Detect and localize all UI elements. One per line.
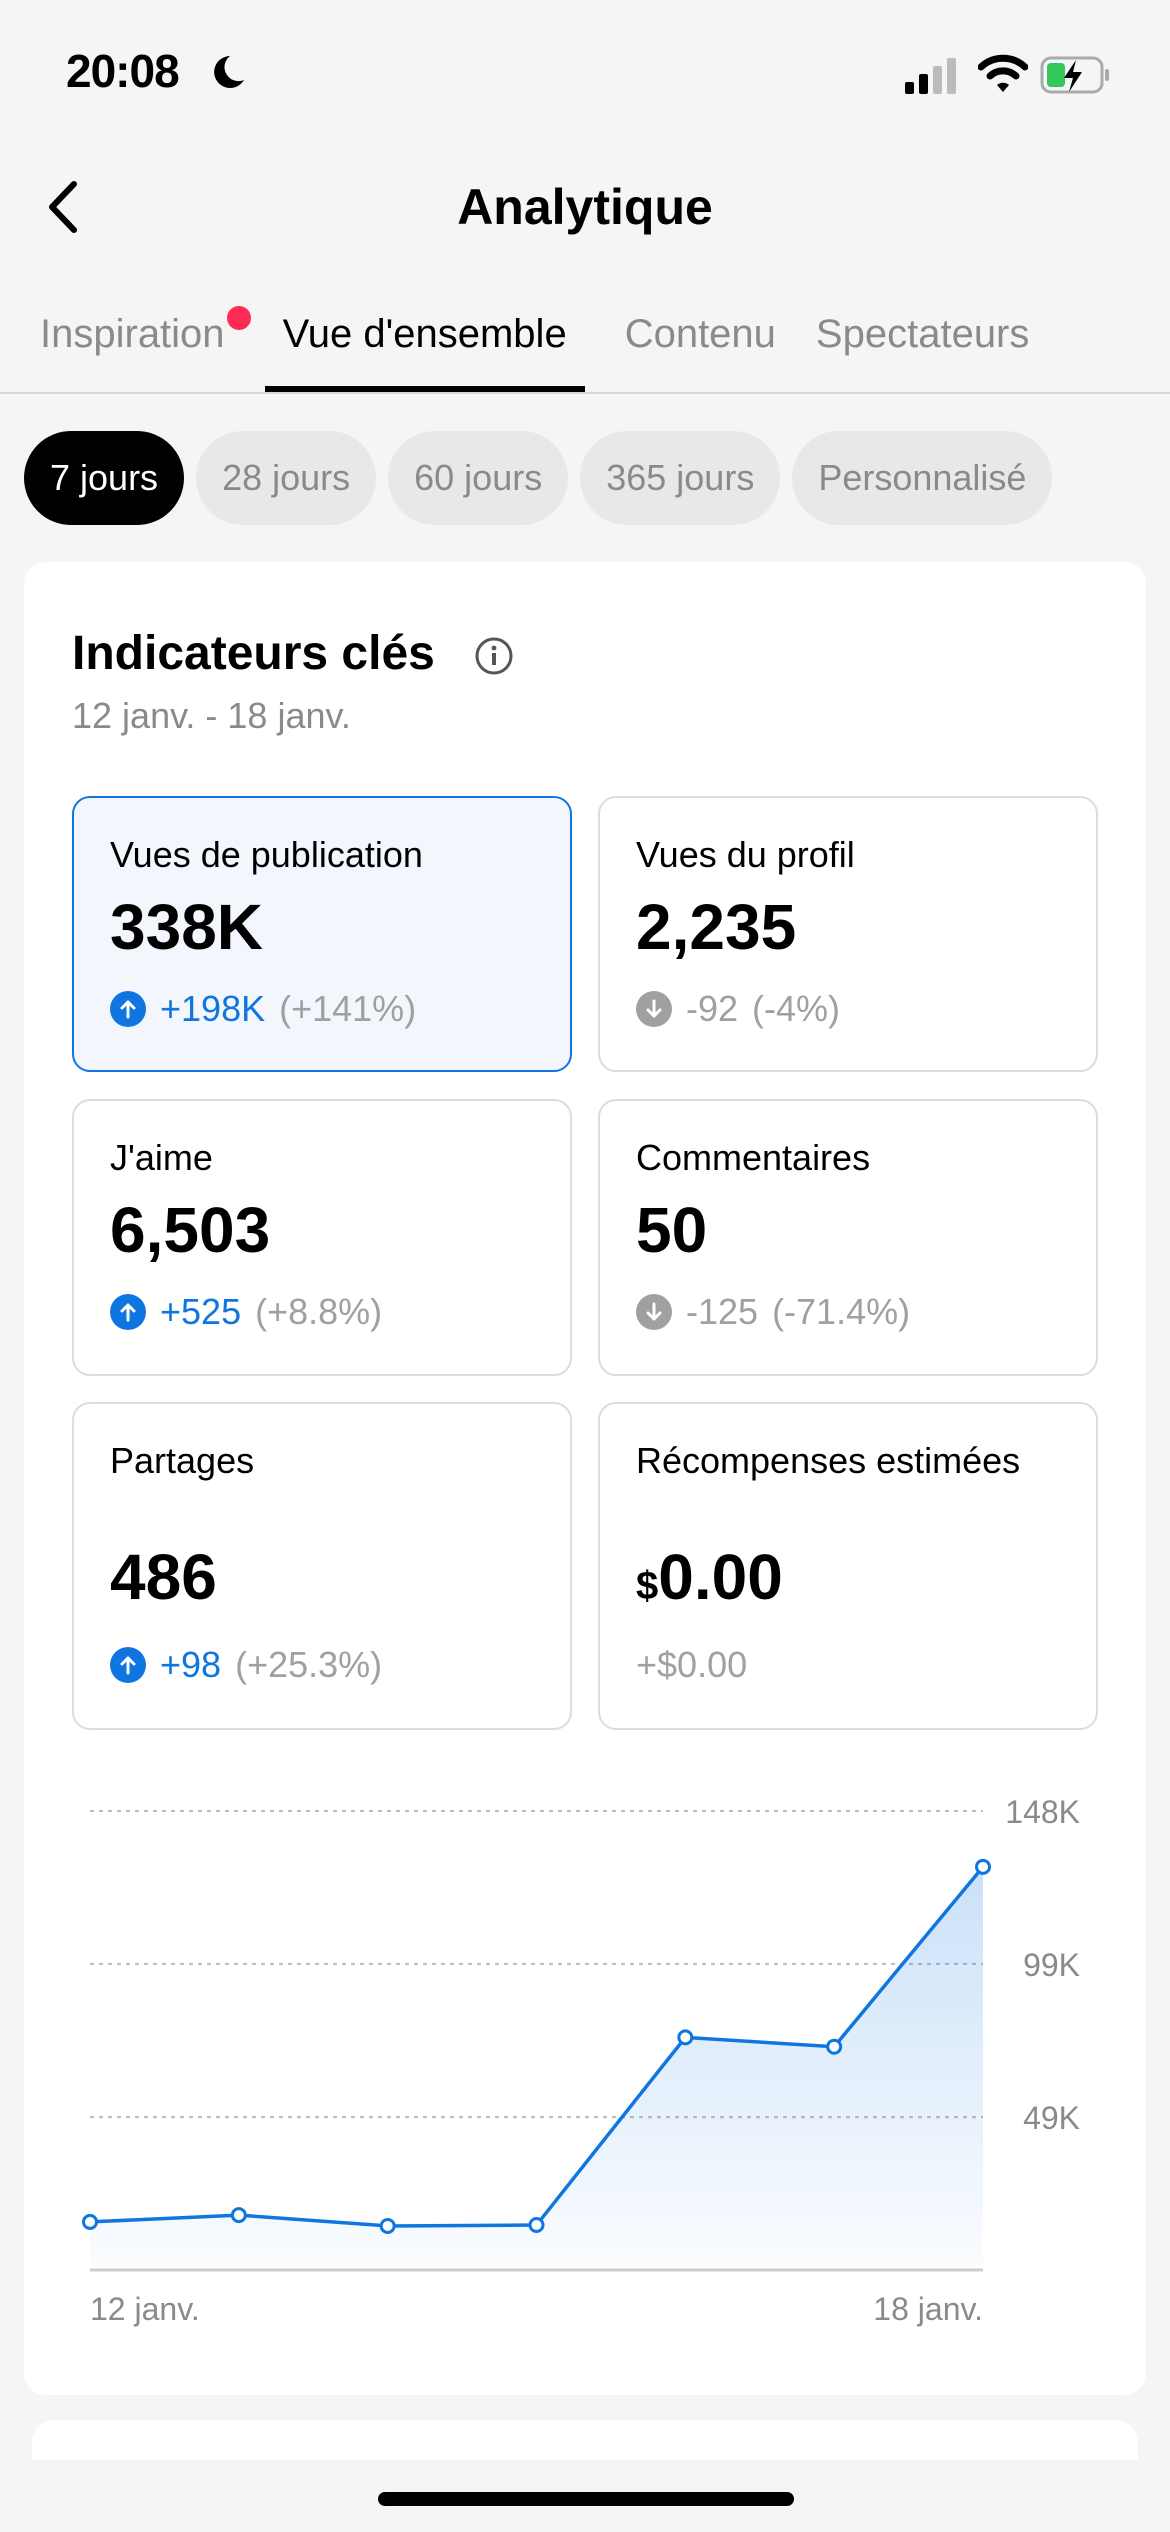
metric-change: -92 — [686, 988, 739, 1029]
data-point[interactable] — [528, 2217, 545, 2234]
period-28-days[interactable]: 28 jours — [196, 431, 377, 525]
metric-value: 50 — [636, 1194, 708, 1266]
currency-symbol: $ — [636, 1564, 659, 1608]
section-title: Indicateurs clés — [72, 627, 435, 680]
metric-change: +98 — [160, 1644, 222, 1685]
metric-tile[interactable]: Vues du profil 2,235 -92 (-4%) — [598, 796, 1098, 1072]
metric-value-wrap: 50 — [636, 1193, 707, 1267]
metric-change-row: +198K (+141%) — [110, 988, 416, 1030]
status-time: 20:08 — [66, 45, 180, 97]
metric-change-pct: (+8.8%) — [255, 1291, 383, 1332]
tab-viewers[interactable]: Spectateurs — [816, 312, 1029, 392]
metric-change-pct: (+141%) — [279, 988, 417, 1029]
metric-label: Vues de publication — [110, 834, 423, 875]
metric-value-wrap: $0.00 — [636, 1540, 783, 1614]
metric-tile[interactable]: Vues de publication 338K +198K (+141%) — [72, 796, 572, 1072]
metric-label: Partages — [110, 1440, 255, 1481]
metric-tile[interactable]: J'aime 6,503 +525 (+8.8%) — [72, 1099, 572, 1376]
notification-dot — [226, 306, 251, 330]
wifi-icon — [978, 54, 1028, 92]
metric-change-row: -125 (-71.4%) — [636, 1291, 910, 1333]
metric-tile[interactable]: Partages 486 +98 (+25.3%) — [72, 1402, 572, 1730]
period-60-days[interactable]: 60 jours — [388, 431, 569, 525]
active-tab-indicator — [264, 386, 585, 392]
back-button[interactable] — [44, 180, 84, 234]
metric-label: Commentaires — [636, 1137, 871, 1178]
data-point[interactable] — [677, 2029, 694, 2046]
metric-change-row: -92 (-4%) — [636, 988, 840, 1030]
metric-value-wrap: 6,503 — [110, 1193, 270, 1267]
tab-overview[interactable]: Vue d'ensemble — [264, 312, 585, 392]
data-point[interactable] — [826, 2038, 843, 2055]
info-icon[interactable] — [474, 636, 514, 676]
metric-value-wrap: 486 — [110, 1540, 217, 1614]
x-tick-label: 12 janv. — [90, 2291, 200, 2327]
metric-change: +525 — [160, 1291, 242, 1332]
tab-inspiration[interactable]: Inspiration — [40, 306, 251, 392]
metric-label: J'aime — [110, 1137, 213, 1178]
data-point[interactable] — [82, 2213, 98, 2230]
data-point[interactable] — [230, 2207, 247, 2224]
arrow-up-icon — [110, 1294, 146, 1330]
period-365-days[interactable]: 365 jours — [580, 431, 781, 525]
tab-label: Contenu — [624, 312, 776, 356]
arrow-up-icon — [110, 1647, 146, 1683]
metric-change-row: +$0.00 — [636, 1644, 747, 1686]
tab-content[interactable]: Contenu — [625, 312, 776, 392]
signal-icon — [905, 58, 956, 94]
home-indicator — [378, 2492, 794, 2506]
battery-charging-icon — [1040, 56, 1109, 94]
tab-label: Inspiration — [40, 312, 225, 356]
period-7-days[interactable]: 7 jours — [24, 431, 185, 525]
metric-change-pct: (-4%) — [752, 988, 841, 1029]
metric-change-pct: (-71.4%) — [772, 1291, 911, 1332]
metric-change: -125 — [686, 1291, 759, 1332]
metric-value: 486 — [110, 1541, 217, 1613]
data-point[interactable] — [379, 2217, 396, 2234]
metric-value: 2,235 — [636, 891, 797, 963]
metric-change-row: +525 (+8.8%) — [110, 1291, 382, 1333]
moon-icon — [214, 56, 244, 88]
tab-bar: Inspiration Vue d'ensemble Contenu Spect… — [0, 300, 1170, 394]
metric-value-wrap: 338K — [110, 890, 263, 964]
arrow-down-icon — [636, 991, 672, 1027]
period-selector: 7 jours 28 jours 60 jours 365 jours Pers… — [24, 431, 1146, 525]
metric-label: Vues du profil — [636, 834, 855, 875]
data-point[interactable] — [975, 1858, 991, 1875]
page-title: Analytique — [457, 179, 713, 235]
metric-value: 6,503 — [110, 1194, 271, 1266]
area-fill — [90, 1866, 983, 2266]
tab-label: Spectateurs — [815, 312, 1030, 356]
tab-label: Vue d'ensemble — [282, 312, 567, 356]
y-tick-label: 99K — [1023, 1947, 1080, 1983]
y-tick-label: 49K — [1023, 2100, 1080, 2136]
metric-value-wrap: 2,235 — [636, 890, 796, 964]
metric-label: Récompenses estimées — [636, 1440, 1021, 1481]
metric-change-row: +98 (+25.3%) — [110, 1644, 382, 1686]
y-tick-label: 148K — [1005, 1794, 1080, 1830]
metric-value: 338K — [110, 891, 263, 963]
arrow-up-icon — [110, 991, 146, 1027]
period-custom[interactable]: Personnalisé — [792, 431, 1053, 525]
arrow-down-icon — [636, 1294, 672, 1330]
metric-tile[interactable]: Commentaires 50 -125 (-71.4%) — [598, 1099, 1098, 1376]
metric-change-pct: (+25.3%) — [235, 1644, 383, 1685]
x-tick-label: 18 janv. — [873, 2291, 983, 2327]
views-chart: 49K 99K 148K 12 janv. 18 janv. — [82, 1794, 1080, 2327]
metric-change: +$0.00 — [636, 1644, 748, 1685]
date-range: 12 janv. - 18 janv. — [72, 695, 351, 736]
metric-tile[interactable]: Récompenses estimées $0.00 +$0.00 — [598, 1402, 1098, 1730]
metric-value: 0.00 — [658, 1541, 783, 1613]
next-card — [32, 2420, 1138, 2460]
metric-change: +198K — [160, 988, 266, 1029]
